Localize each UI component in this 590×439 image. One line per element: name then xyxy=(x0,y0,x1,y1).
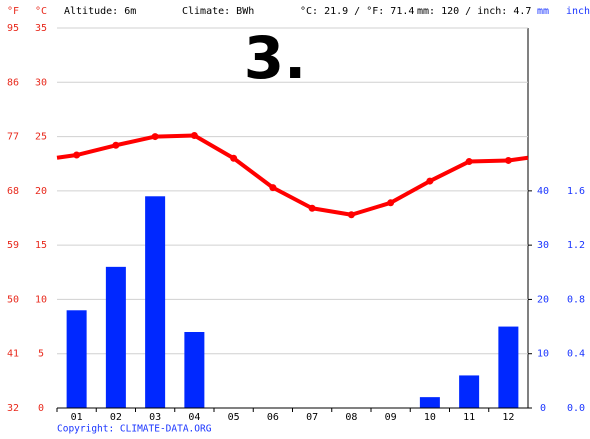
f-tick-label: 50 xyxy=(7,294,19,305)
temp-point xyxy=(230,154,238,162)
x-tick-label: 08 xyxy=(345,412,357,423)
temp-point xyxy=(269,184,277,192)
f-tick-label: 59 xyxy=(7,240,19,251)
f-axis-label: °F xyxy=(7,6,19,17)
x-tick-label: 12 xyxy=(502,412,514,423)
precip-bar xyxy=(419,397,440,408)
temp-line xyxy=(76,133,509,217)
c-tick-label: 20 xyxy=(35,186,47,197)
temp-point xyxy=(504,156,512,164)
temp-point xyxy=(190,131,198,139)
temp-point xyxy=(112,141,120,149)
mm-tick-label: 20 xyxy=(537,294,549,305)
c-axis-label: °C xyxy=(35,6,47,17)
f-tick-label: 86 xyxy=(7,77,19,88)
x-tick-label: 06 xyxy=(267,412,279,423)
inch-axis-label: inch xyxy=(566,6,590,17)
logo: 3. xyxy=(244,24,306,92)
precip-bar xyxy=(459,375,480,408)
c-tick-label: 5 xyxy=(38,349,44,360)
inch-tick-label: 0.8 xyxy=(567,294,585,305)
x-tick-label: 09 xyxy=(385,412,397,423)
x-tick-label: 10 xyxy=(424,412,436,423)
climate: Climate: BWh xyxy=(182,6,254,17)
f-tick-label: 68 xyxy=(7,186,19,197)
temp-summary: °C: 21.9 / °F: 71.4 xyxy=(300,6,414,17)
temp-point xyxy=(73,151,81,159)
c-tick-label: 0 xyxy=(38,403,44,414)
temp-point xyxy=(465,158,473,166)
inch-tick-label: 1.2 xyxy=(567,240,585,251)
c-tick-label: 10 xyxy=(35,294,47,305)
c-tick-label: 15 xyxy=(35,240,47,251)
temp-point xyxy=(426,177,434,185)
copyright: Copyright: CLIMATE-DATA.ORG xyxy=(57,424,212,435)
precip-bar xyxy=(105,266,126,408)
c-tick-label: 30 xyxy=(35,77,47,88)
f-tick-label: 41 xyxy=(7,349,19,360)
inch-tick-label: 0.4 xyxy=(567,349,585,360)
x-tick-label: 04 xyxy=(188,412,200,423)
x-tick-label: 01 xyxy=(71,412,83,423)
x-tick-label: 07 xyxy=(306,412,318,423)
precip-bar xyxy=(184,332,205,408)
x-tick-label: 11 xyxy=(463,412,475,423)
mm-tick-label: 40 xyxy=(537,186,549,197)
precip-bar xyxy=(145,196,166,408)
mm-tick-label: 10 xyxy=(537,349,549,360)
x-tick-label: 02 xyxy=(110,412,122,423)
inch-tick-label: 0.0 xyxy=(567,403,585,414)
c-tick-label: 35 xyxy=(35,23,47,34)
mm-tick-label: 30 xyxy=(537,240,549,251)
temp-point xyxy=(387,199,395,207)
x-tick-label: 05 xyxy=(228,412,240,423)
x-tick-label: 03 xyxy=(149,412,161,423)
f-tick-label: 32 xyxy=(7,403,19,414)
temp-point xyxy=(347,211,355,219)
precip-summary: mm: 120 / inch: 4.7 xyxy=(417,6,531,17)
altitude: Altitude: 6m xyxy=(64,6,136,17)
temp-point xyxy=(151,133,159,141)
c-tick-label: 25 xyxy=(35,132,47,143)
f-tick-label: 77 xyxy=(7,132,19,143)
temp-point xyxy=(308,204,316,212)
f-tick-label: 95 xyxy=(7,23,19,34)
precip-bar xyxy=(66,310,87,408)
mm-axis-label: mm xyxy=(537,6,549,17)
mm-tick-label: 0 xyxy=(540,403,546,414)
inch-tick-label: 1.6 xyxy=(567,186,585,197)
precip-bar xyxy=(498,326,519,408)
